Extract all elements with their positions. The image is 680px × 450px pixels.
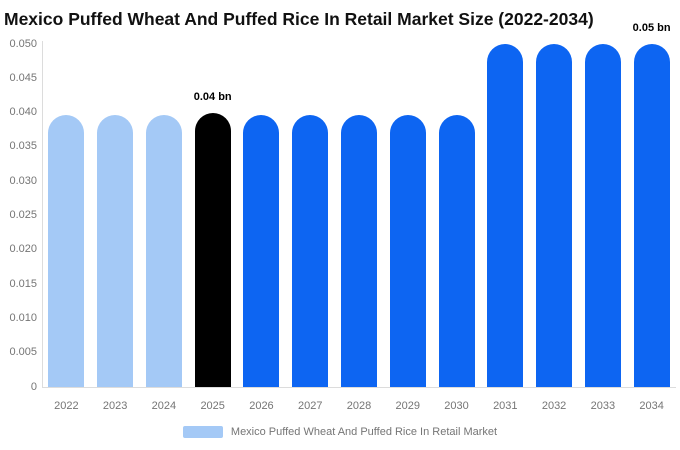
bar-2024[interactable] bbox=[145, 114, 182, 387]
x-label-2028: 2028 bbox=[346, 400, 372, 412]
x-label-2025: 2025 bbox=[200, 400, 225, 412]
bar-2032[interactable] bbox=[536, 44, 573, 387]
x-label-2030: 2030 bbox=[444, 400, 469, 412]
x-label-2033: 2033 bbox=[590, 400, 616, 412]
legend-swatch bbox=[182, 426, 223, 438]
y-tick-0.035: 0.035 bbox=[9, 140, 37, 153]
bar-2022[interactable] bbox=[48, 114, 85, 387]
y-tick-0.010: 0.010 bbox=[9, 311, 37, 324]
x-label-2027: 2027 bbox=[297, 400, 323, 412]
y-tick-0.015: 0.015 bbox=[9, 277, 37, 290]
y-axis-line bbox=[42, 41, 43, 387]
x-label-2024: 2024 bbox=[151, 400, 177, 412]
legend[interactable]: Mexico Puffed Wheat And Puffed Rice In R… bbox=[0, 426, 680, 438]
y-tick-0.005: 0.005 bbox=[9, 346, 37, 359]
legend-label: Mexico Puffed Wheat And Puffed Rice In R… bbox=[230, 426, 498, 438]
y-tick-0: 0 bbox=[30, 380, 37, 393]
x-label-2034: 2034 bbox=[639, 400, 664, 412]
x-label-2032: 2032 bbox=[541, 400, 567, 412]
x-label-2023: 2023 bbox=[102, 400, 128, 412]
bar-2033[interactable] bbox=[584, 44, 621, 387]
bar-value-label-2034: 0.05 bn bbox=[632, 22, 671, 34]
x-label-2026: 2026 bbox=[249, 400, 274, 412]
bar-2030[interactable] bbox=[438, 114, 475, 387]
bar-2027[interactable] bbox=[292, 114, 329, 387]
y-tick-0.040: 0.040 bbox=[9, 106, 37, 119]
bar-value-label-2025: 0.04 bn bbox=[193, 90, 232, 103]
bar-2028[interactable] bbox=[341, 114, 377, 387]
y-tick-0.050: 0.050 bbox=[9, 37, 37, 50]
x-label-2029: 2029 bbox=[395, 400, 420, 412]
x-label-2031: 2031 bbox=[493, 400, 518, 412]
x-label-2022: 2022 bbox=[54, 400, 79, 412]
bar-2025[interactable] bbox=[194, 112, 231, 387]
y-tick-0.020: 0.020 bbox=[9, 243, 37, 256]
y-tick-0.030: 0.030 bbox=[9, 174, 37, 187]
y-tick-0.045: 0.045 bbox=[9, 71, 37, 84]
bar-2031[interactable] bbox=[487, 44, 524, 387]
x-axis-line bbox=[42, 387, 676, 388]
bar-2023[interactable] bbox=[97, 114, 134, 387]
bar-2029[interactable] bbox=[389, 114, 426, 387]
bar-2034[interactable] bbox=[633, 44, 670, 387]
chart-title: Mexico Puffed Wheat And Puffed Rice In R… bbox=[4, 9, 594, 29]
y-tick-0.025: 0.025 bbox=[9, 209, 37, 221]
bar-2026[interactable] bbox=[243, 114, 280, 387]
